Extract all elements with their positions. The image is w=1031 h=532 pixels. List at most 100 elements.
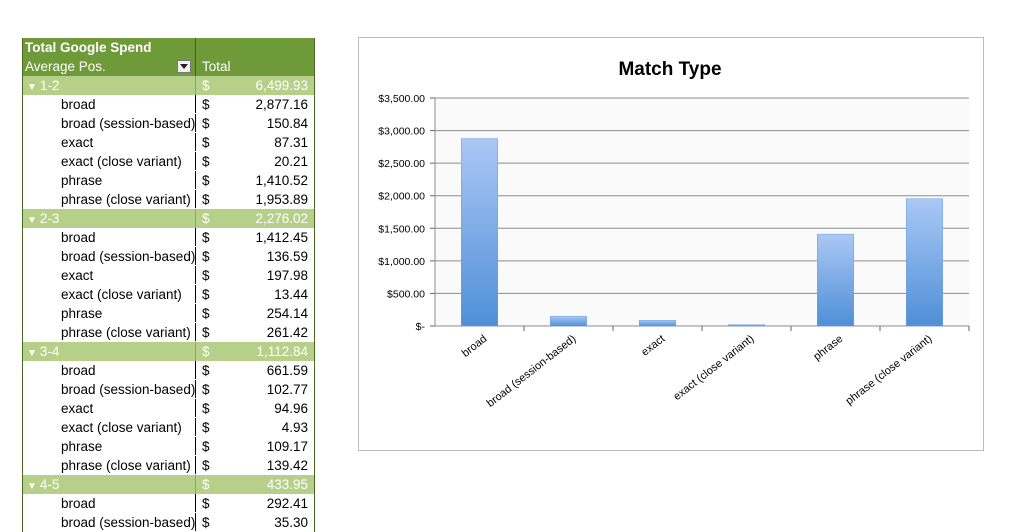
currency-symbol: $ [202,173,210,188]
table-row: exact $87.31 [23,133,314,152]
item-label: broad (session-based) [23,380,196,398]
y-tick-label: $1,000.00 [378,256,425,268]
item-label: phrase [23,171,196,189]
currency-symbol: $ [202,325,210,340]
collapse-triangle-icon[interactable]: ▼ [27,82,37,93]
item-value: 109.17 [266,439,308,454]
currency-symbol: $ [202,249,210,264]
group-total-cell: $2,276.02 [196,209,314,228]
collapse-triangle-icon[interactable]: ▼ [27,348,37,359]
item-value-cell: $87.31 [196,133,314,151]
item-value: 35.30 [274,515,308,530]
filter-dropdown-button[interactable] [177,60,191,73]
currency-symbol: $ [202,78,210,93]
group-cell[interactable]: ▼ 2-3 [23,209,196,228]
x-tick-label: exact [639,333,667,359]
table-row: broad (session-based) $136.59 [23,247,314,266]
item-label: broad [23,361,196,379]
group-total-cell: $6,499.93 [196,76,314,95]
item-value: 136.59 [266,249,308,264]
table-row: exact $197.98 [23,266,314,285]
table-row: broad (session-based) $150.84 [23,114,314,133]
bar [639,320,676,327]
item-value: 197.98 [266,268,308,283]
table-row: broad $292.41 [23,494,314,513]
item-value: 1,410.52 [255,173,308,188]
collapse-triangle-icon[interactable]: ▼ [27,481,37,492]
item-value-cell: $292.41 [196,494,314,512]
bar [728,324,765,327]
item-value: 4.93 [281,420,308,435]
pivot-body: ▼ 1-2 $6,499.93 broad $2,877.16 broad (sessio… [23,76,314,532]
group-cell[interactable]: ▼ 1-2 [23,76,196,95]
currency-symbol: $ [202,496,210,511]
item-label: broad (session-based) [23,513,196,531]
item-value-cell: $254.14 [196,304,314,322]
table-row: broad (session-based) $35.30 [23,513,314,532]
item-value-cell: $197.98 [196,266,314,284]
plot-area [435,98,969,326]
group-label: 3-4 [39,344,60,359]
item-value-cell: $1,410.52 [196,171,314,189]
item-value: 254.14 [266,306,308,321]
group-label: 2-3 [39,211,60,226]
y-tick-label: $3,500.00 [378,93,425,105]
y-tick-label: $2,500.00 [378,158,425,170]
dropdown-arrow-icon [180,64,188,69]
y-tick-label: $2,000.00 [378,191,425,203]
group-cell[interactable]: ▼ 3-4 [23,342,196,361]
currency-symbol: $ [202,363,210,378]
pivot-header-row: Average Pos. Total [23,57,314,76]
group-label: 1-2 [39,78,60,93]
currency-symbol: $ [202,477,210,492]
table-row: phrase $109.17 [23,437,314,456]
currency-symbol: $ [202,344,210,359]
x-tick-label: phrase [811,333,845,363]
group-row[interactable]: ▼ 2-3 $2,276.02 [23,209,314,228]
table-row: exact $94.96 [23,399,314,418]
group-row[interactable]: ▼ 1-2 $6,499.93 [23,76,314,95]
item-label: phrase [23,304,196,322]
currency-symbol: $ [202,268,210,283]
item-value-cell: $13.44 [196,285,314,303]
item-value-cell: $102.77 [196,380,314,398]
item-value: 94.96 [274,401,308,416]
y-tick-label: $3,000.00 [378,126,425,138]
item-value: 20.21 [274,154,308,169]
item-value-cell: $661.59 [196,361,314,379]
item-value: 139.42 [266,458,308,473]
group-row[interactable]: ▼ 4-5 $433.95 [23,475,314,494]
currency-symbol: $ [202,382,210,397]
currency-symbol: $ [202,230,210,245]
item-value-cell: $261.42 [196,323,314,341]
item-value: 661.59 [266,363,308,378]
item-value: 150.84 [266,116,308,131]
item-value-cell: $109.17 [196,437,314,455]
item-label: exact (close variant) [23,418,196,436]
item-value-cell: $94.96 [196,399,314,417]
item-label: broad (session-based) [23,114,196,132]
group-cell[interactable]: ▼ 4-5 [23,475,196,494]
group-row[interactable]: ▼ 3-4 $1,112.84 [23,342,314,361]
item-value: 1,953.89 [255,192,308,207]
item-value: 261.42 [266,325,308,340]
item-value-cell: $1,412.45 [196,228,314,246]
bar [461,138,498,327]
currency-symbol: $ [202,306,210,321]
pivot-title-row: Total Google Spend [23,38,314,57]
table-row: broad (session-based) $102.77 [23,380,314,399]
item-value: 87.31 [274,135,308,150]
x-tick-label: broad (session-based) [485,333,579,410]
currency-symbol: $ [202,116,210,131]
group-total: 2,276.02 [255,211,308,226]
item-value-cell: $150.84 [196,114,314,132]
item-label: phrase (close variant) [23,190,196,208]
match-type-chart: Match Type $- $500.00 $1,000.00 $1,500.00 $2… [378,59,970,410]
group-total: 433.95 [266,477,308,492]
table-row: exact (close variant) $4.93 [23,418,314,437]
collapse-triangle-icon[interactable]: ▼ [27,215,37,226]
group-total: 1,112.84 [256,344,308,359]
item-value: 13.44 [274,287,308,302]
table-row: phrase (close variant) $261.42 [23,323,314,342]
bar [817,233,854,327]
